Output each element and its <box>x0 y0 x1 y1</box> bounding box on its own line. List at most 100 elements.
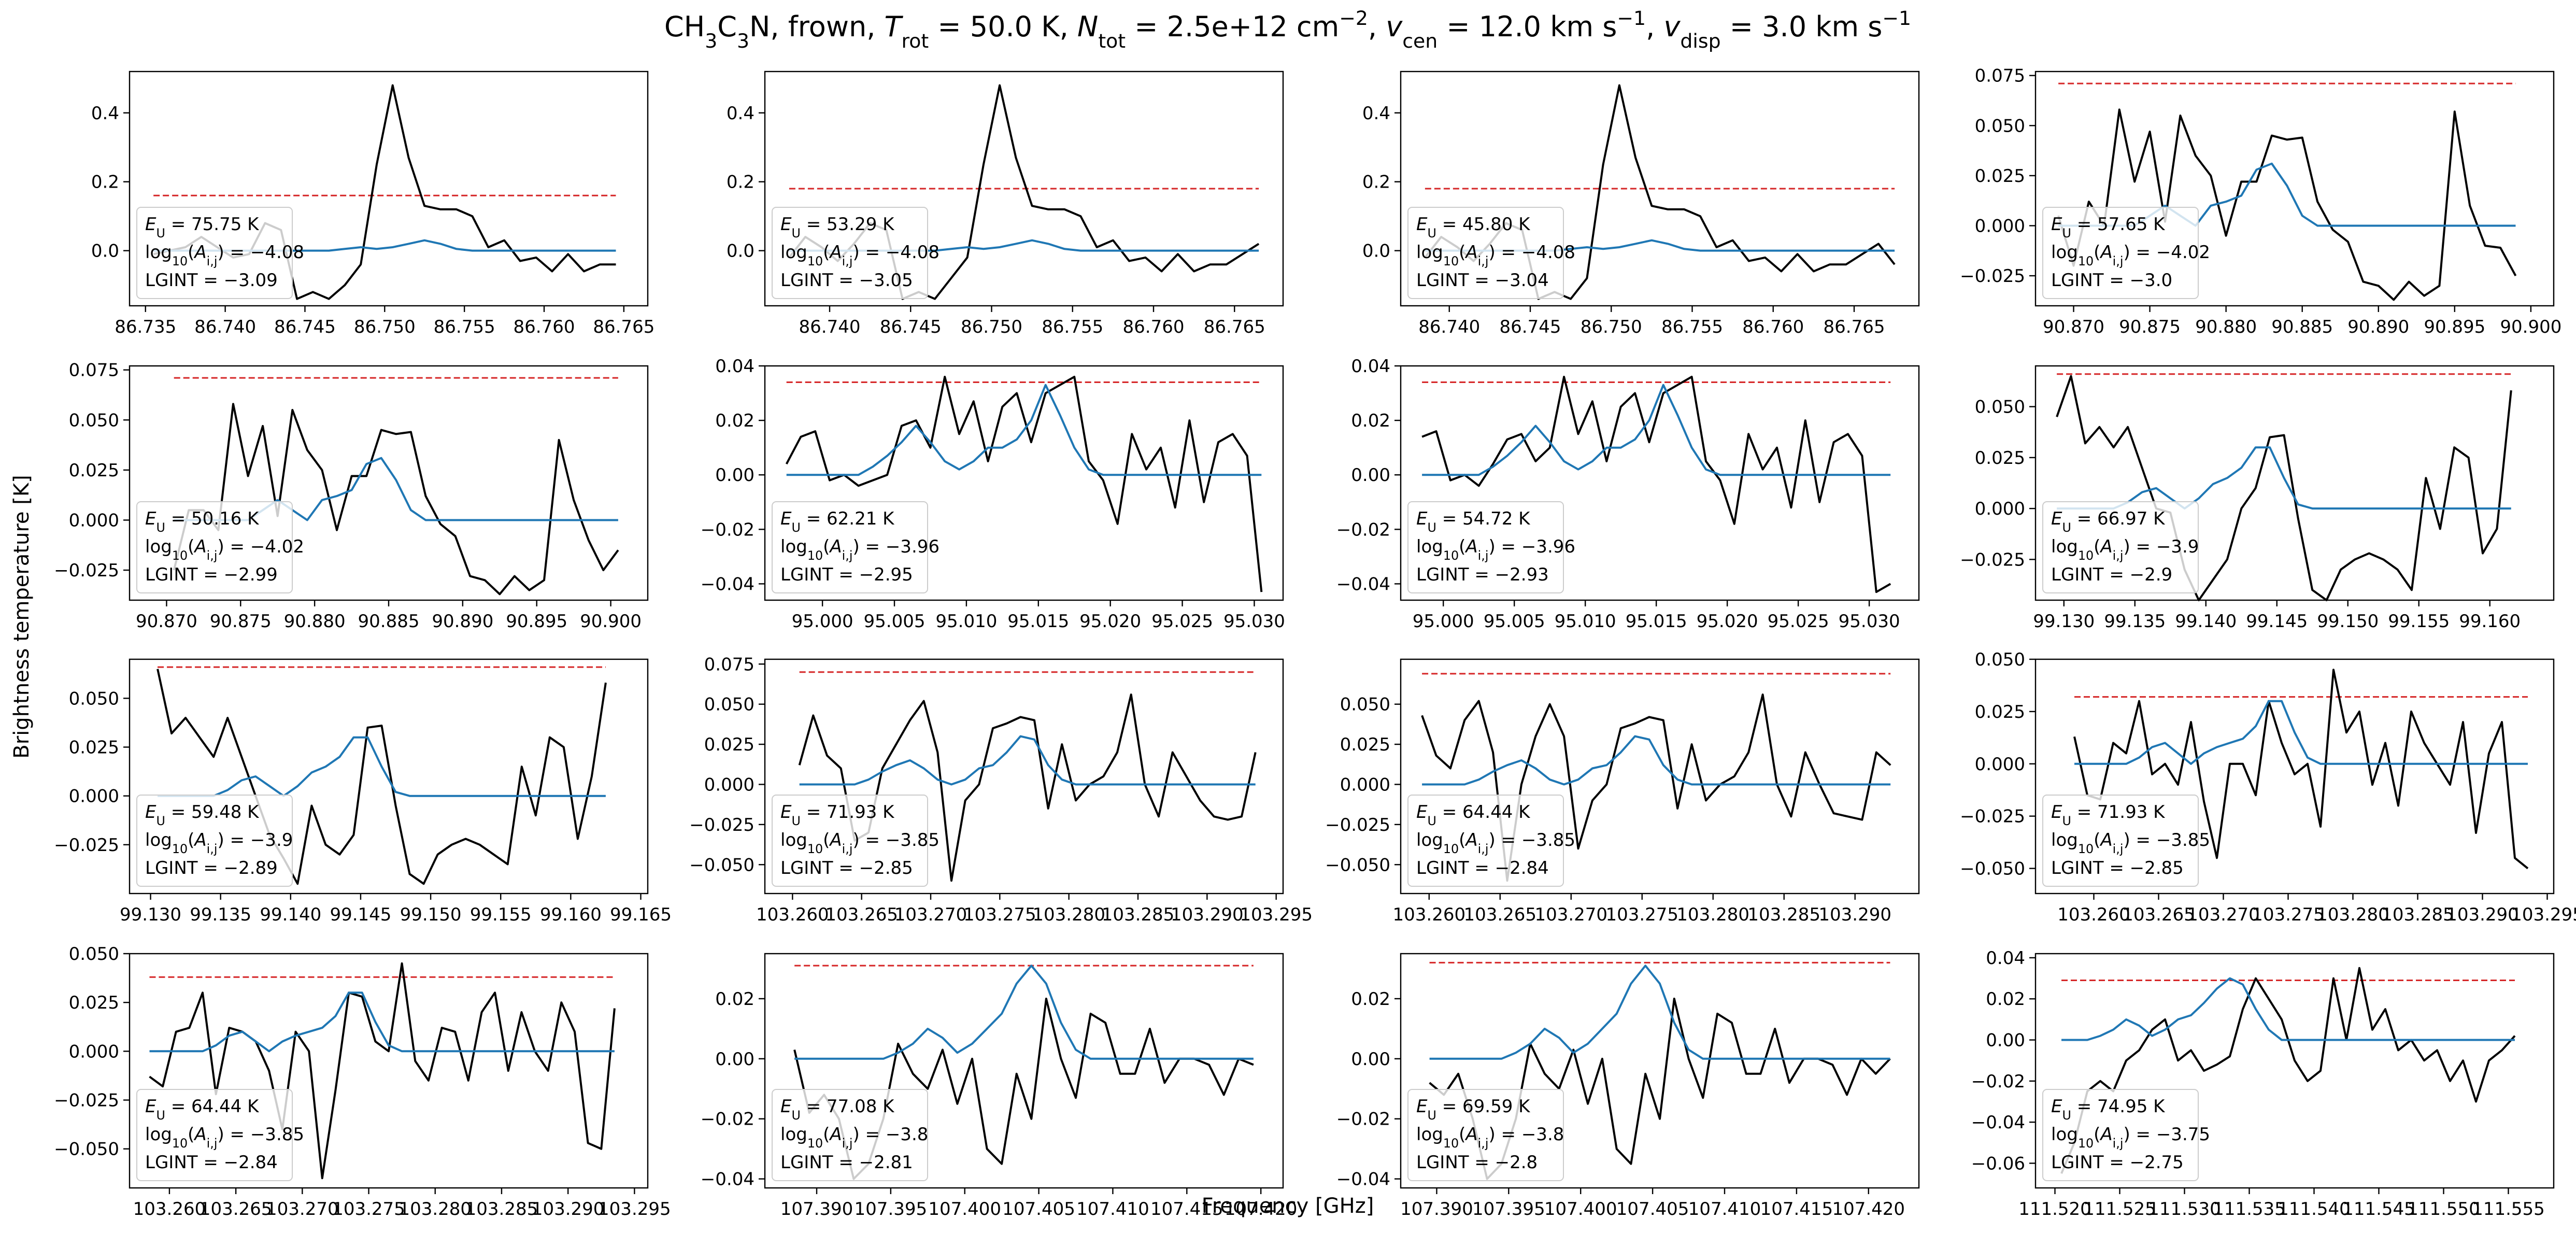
legend-upper-energy: EU = 74.95 K <box>2051 1096 2166 1123</box>
y-tick-label: 0.050 <box>69 688 119 709</box>
y-tick-label: 0.000 <box>1975 754 2025 775</box>
legend-upper-energy: EU = 57.65 K <box>2051 214 2166 240</box>
axes-frame <box>2034 953 2555 1189</box>
x-tick-label: 86.755 <box>1661 317 1723 337</box>
legend-einstein-a: log10(Ai,j) = −3.8 <box>780 1124 928 1151</box>
x-tick-label: 90.880 <box>2195 317 2257 337</box>
legend-box <box>1407 207 1564 299</box>
y-tick-label: 0.0 <box>1362 241 1390 262</box>
y-tick-label: −0.02 <box>1336 519 1390 540</box>
x-tick-label: 99.140 <box>260 904 321 925</box>
legend-einstein-a: log10(Ai,j) = −4.02 <box>2051 242 2210 268</box>
x-tick-label: 111.530 <box>2148 1199 2221 1220</box>
legend-box <box>772 795 928 887</box>
y-tick-label: 0.00 <box>715 1049 755 1070</box>
x-tick-label: 103.295 <box>2511 904 2576 925</box>
x-tick-label: 107.390 <box>1400 1199 1473 1220</box>
x-tick-label: 95.000 <box>1413 611 1474 632</box>
model-spectrum-line <box>158 736 606 797</box>
x-tick-label: 99.165 <box>610 904 672 925</box>
x-tick-label: 86.740 <box>194 317 256 337</box>
x-tick-label: 95.005 <box>864 611 926 632</box>
legend-lgint: LGINT = −2.9 <box>2051 564 2172 585</box>
legend-lgint: LGINT = −3.0 <box>2051 270 2172 291</box>
x-tick-label: 107.400 <box>1544 1199 1617 1220</box>
legend-lgint: LGINT = −3.05 <box>780 270 913 291</box>
x-tick-label: 103.290 <box>532 1199 605 1220</box>
legend-lgint: LGINT = −2.99 <box>145 564 278 585</box>
axes-frame <box>1400 70 1920 307</box>
x-tick-label: 99.150 <box>2317 611 2379 632</box>
legend-lgint: LGINT = −2.93 <box>1416 564 1549 585</box>
x-tick-label: 103.265 <box>2122 904 2195 925</box>
x-tick-label: 107.420 <box>1225 1199 1298 1220</box>
legend-box <box>136 1089 293 1181</box>
y-tick-label: −0.050 <box>689 855 755 875</box>
legend-lgint: LGINT = −2.95 <box>780 564 913 585</box>
legend-einstein-a: log10(Ai,j) = −3.85 <box>145 1124 304 1151</box>
x-tick-label: 111.550 <box>2407 1199 2480 1220</box>
legend-einstein-a: log10(Ai,j) = −3.96 <box>780 536 940 563</box>
x-tick-label: 90.895 <box>2424 317 2485 337</box>
x-tick-label: 99.130 <box>120 904 181 925</box>
x-tick-label: 86.740 <box>799 317 861 337</box>
legend-upper-energy: EU = 50.16 K <box>145 508 260 535</box>
legend-box <box>136 795 293 887</box>
subplot-2: 86.740 86.745 86.750 86.755 86.760 86.765 0.0 0… <box>727 70 1284 337</box>
model-spectrum-line <box>786 384 1262 476</box>
subplot-16: 111.520111.525111.530111.535111.540111.5… <box>1971 948 2555 1220</box>
x-tick-label: 95.030 <box>1223 611 1285 632</box>
legend-box <box>2042 1089 2199 1181</box>
axes-frame <box>129 658 649 895</box>
x-tick-label: 86.755 <box>1042 317 1103 337</box>
legend-lgint: LGINT = −2.81 <box>780 1152 913 1173</box>
legend-einstein-a: log10(Ai,j) = −4.08 <box>1416 242 1575 268</box>
y-tick-label: −0.025 <box>1960 266 2025 287</box>
x-tick-label: 99.155 <box>2388 611 2450 632</box>
y-tick-label: −0.025 <box>54 1090 119 1111</box>
x-tick-label: 90.880 <box>284 611 346 632</box>
x-tick-label: 103.260 <box>1392 904 1465 925</box>
x-tick-label: 103.275 <box>1605 904 1678 925</box>
x-tick-label: 90.870 <box>2043 317 2104 337</box>
x-axis-label: Frequency [GHz] <box>1202 1194 1374 1218</box>
y-tick-label: 0.025 <box>704 734 755 755</box>
axes-frame <box>764 365 1284 601</box>
legend-lgint: LGINT = −2.84 <box>1416 858 1549 878</box>
y-tick-label: 0.025 <box>1975 448 2025 469</box>
x-tick-label: 103.270 <box>2187 904 2260 925</box>
y-tick-label: −0.025 <box>1960 806 2025 827</box>
x-tick-label: 103.265 <box>200 1199 273 1220</box>
x-tick-label: 86.765 <box>1204 317 1265 337</box>
y-tick-label: 0.0 <box>91 241 119 262</box>
y-tick-label: 0.02 <box>715 410 755 431</box>
y-tick-label: 0.075 <box>704 654 755 675</box>
model-spectrum-line <box>1422 735 1891 786</box>
subplot-14: 107.390 107.395 107.400 107.405 107.410 107.4… <box>701 953 1298 1220</box>
x-tick-label: 95.010 <box>1555 611 1616 632</box>
x-tick-label: 99.140 <box>2175 611 2237 632</box>
observed-spectrum-line <box>173 403 619 596</box>
legend-einstein-a: log10(Ai,j) = −3.96 <box>1416 536 1575 563</box>
legend-box <box>772 501 928 593</box>
y-tick-label: 0.050 <box>1975 397 2025 418</box>
axes-frame <box>129 953 649 1189</box>
x-tick-label: 86.750 <box>354 317 416 337</box>
legend-box <box>2042 795 2199 887</box>
y-tick-label: −0.04 <box>1336 1169 1390 1190</box>
y-tick-label: 0.000 <box>704 774 755 795</box>
axes-frame <box>2034 365 2555 601</box>
y-tick-label: 0.02 <box>1351 989 1390 1010</box>
x-tick-label: 86.735 <box>115 317 176 337</box>
x-tick-label: 95.020 <box>1079 611 1141 632</box>
legend-upper-energy: EU = 59.48 K <box>145 802 260 828</box>
x-tick-label: 95.030 <box>1839 611 1900 632</box>
legend-lgint: LGINT = −2.85 <box>780 858 913 878</box>
x-tick-label: 103.275 <box>963 904 1036 925</box>
x-tick-label: 99.160 <box>540 904 602 925</box>
legend-upper-energy: EU = 54.72 K <box>1416 508 1531 535</box>
subplot-1: 86.735 86.740 86.745 86.750 86.755 86.760 86.7… <box>91 70 654 337</box>
x-tick-label: 86.765 <box>1824 317 1885 337</box>
y-tick-label: 0.00 <box>1351 465 1390 486</box>
y-tick-label: −0.025 <box>689 815 755 835</box>
